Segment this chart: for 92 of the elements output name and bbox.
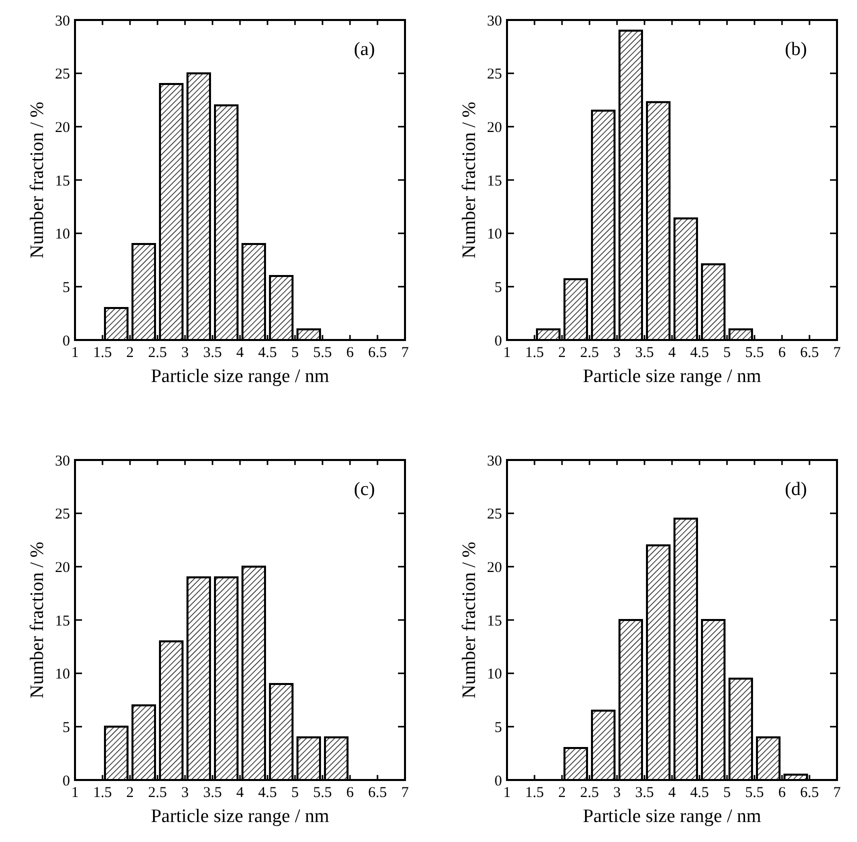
y-tick-label: 0 xyxy=(494,773,502,790)
y-axis-title: Number fraction / % xyxy=(27,541,48,698)
x-tick-label: 3.5 xyxy=(635,785,654,801)
x-tick-label: 6.5 xyxy=(368,785,387,801)
annotation: (d) xyxy=(784,479,807,500)
x-tick-label: 7 xyxy=(833,785,842,801)
x-tick-label: 4 xyxy=(236,785,244,801)
x-tick-label: 3 xyxy=(613,785,621,801)
x-tick-label: 6 xyxy=(346,785,354,801)
x-tick-label: 4.5 xyxy=(258,345,277,361)
x-tick-label: 1 xyxy=(503,785,511,801)
x-tick-label: 4 xyxy=(668,345,676,361)
x-tick-label: 3.5 xyxy=(203,345,222,361)
annotation: (c) xyxy=(354,479,375,500)
y-tick-label: 10 xyxy=(487,226,502,243)
y-axis-title: Number fraction / % xyxy=(459,541,480,698)
x-tick-label: 6.5 xyxy=(800,345,819,361)
x-tick-label: 5 xyxy=(291,785,299,801)
y-tick-label: 30 xyxy=(487,13,502,30)
annotation: (a) xyxy=(354,39,375,60)
x-axis-title: Particle size range / nm xyxy=(150,806,330,827)
y-tick-label: 25 xyxy=(55,66,70,83)
y-tick-label: 15 xyxy=(487,173,502,190)
y-tick-label: 30 xyxy=(55,453,70,470)
x-tick-label: 6 xyxy=(778,785,786,801)
x-tick-label: 4.5 xyxy=(690,345,709,361)
x-tick-label: 3 xyxy=(181,345,189,361)
x-tick-label: 2 xyxy=(558,785,566,801)
y-tick-label: 10 xyxy=(55,226,70,243)
y-tick-label: 5 xyxy=(62,720,70,736)
y-tick-label: 15 xyxy=(55,613,70,630)
x-axis-title: Particle size range / nm xyxy=(582,806,762,827)
x-tick-label: 5.5 xyxy=(313,785,332,801)
x-tick-label: 5.5 xyxy=(745,785,764,801)
y-tick-label: 25 xyxy=(55,506,70,523)
x-tick-label: 2 xyxy=(558,345,566,361)
y-tick-label: 30 xyxy=(55,13,70,30)
y-tick-label: 30 xyxy=(487,453,502,470)
x-axis-title: Particle size range / nm xyxy=(150,366,330,387)
y-tick-label: 10 xyxy=(55,666,70,683)
x-tick-label: 2.5 xyxy=(580,785,599,801)
y-tick-label: 25 xyxy=(487,506,502,523)
x-tick-label: 4.5 xyxy=(258,785,277,801)
x-tick-label: 6 xyxy=(778,345,786,361)
x-tick-label: 2.5 xyxy=(148,345,167,361)
x-tick-label: 4.5 xyxy=(690,785,709,801)
x-tick-label: 1.5 xyxy=(93,345,112,361)
y-tick-label: 5 xyxy=(494,280,502,296)
y-tick-label: 25 xyxy=(487,66,502,83)
x-tick-label: 3 xyxy=(181,785,189,801)
x-tick-label: 6.5 xyxy=(368,345,387,361)
x-tick-label: 2 xyxy=(126,345,134,361)
y-axis-title: Number fraction / % xyxy=(459,101,480,258)
y-tick-label: 0 xyxy=(62,333,70,350)
x-tick-label: 7 xyxy=(401,345,410,361)
y-tick-label: 20 xyxy=(487,560,502,576)
x-tick-label: 4 xyxy=(236,345,244,361)
x-tick-label: 1.5 xyxy=(93,785,112,801)
x-tick-label: 2.5 xyxy=(580,345,599,361)
x-tick-label: 6 xyxy=(346,345,354,361)
x-tick-label: 1 xyxy=(71,785,79,801)
x-axis-title: Particle size range / nm xyxy=(582,366,762,387)
x-tick-label: 1 xyxy=(503,345,511,361)
x-tick-label: 3.5 xyxy=(635,345,654,361)
x-tick-label: 1 xyxy=(71,345,79,361)
y-tick-label: 20 xyxy=(55,120,70,136)
x-tick-label: 5 xyxy=(723,785,731,801)
x-tick-label: 2 xyxy=(126,785,134,801)
x-tick-label: 7 xyxy=(833,345,842,361)
x-tick-label: 4 xyxy=(668,785,676,801)
x-tick-label: 5 xyxy=(291,345,299,361)
y-tick-label: 5 xyxy=(62,280,70,296)
annotation: (b) xyxy=(784,39,807,60)
y-tick-label: 5 xyxy=(494,720,502,736)
x-tick-label: 5.5 xyxy=(313,345,332,361)
x-tick-label: 3.5 xyxy=(203,785,222,801)
y-tick-label: 15 xyxy=(55,173,70,190)
y-tick-label: 0 xyxy=(62,773,70,790)
x-tick-label: 7 xyxy=(401,785,410,801)
y-tick-label: 10 xyxy=(487,666,502,683)
y-tick-label: 20 xyxy=(487,120,502,136)
y-tick-label: 15 xyxy=(487,613,502,630)
x-tick-label: 1.5 xyxy=(525,345,544,361)
y-tick-label: 20 xyxy=(55,560,70,576)
x-tick-label: 2.5 xyxy=(148,785,167,801)
x-tick-label: 5 xyxy=(723,345,731,361)
x-tick-label: 1.5 xyxy=(525,785,544,801)
x-tick-label: 3 xyxy=(613,345,621,361)
y-tick-label: 0 xyxy=(494,333,502,350)
y-axis-title: Number fraction / % xyxy=(27,101,48,258)
x-tick-label: 5.5 xyxy=(745,345,764,361)
x-tick-label: 6.5 xyxy=(800,785,819,801)
